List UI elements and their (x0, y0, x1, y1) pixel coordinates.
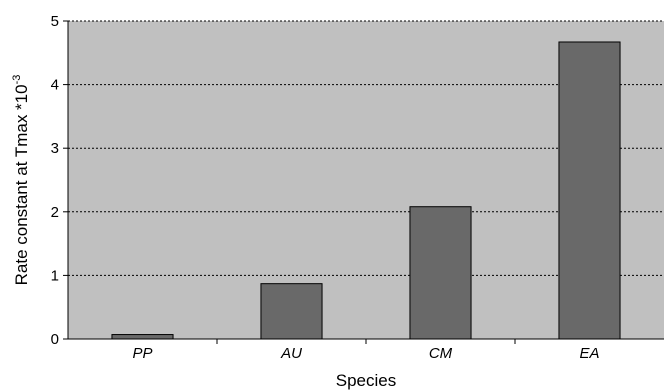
bar-au (260, 283, 323, 340)
y-axis-title: Rate constant at Tmax *10-3 (11, 75, 31, 286)
bar-ea (558, 41, 621, 340)
y-tick-label-5: 5 (51, 13, 59, 30)
x-tick-label-au: AU (280, 345, 302, 362)
x-tick-label-pp: PP (132, 345, 152, 362)
bars (111, 41, 621, 340)
x-tick-label-cm: CM (429, 345, 453, 362)
y-tick-label-4: 4 (51, 77, 59, 94)
bar-cm (409, 206, 472, 340)
y-tick-label-0: 0 (51, 331, 59, 348)
y-tick-label-1: 1 (51, 267, 59, 284)
y-axis-title-superscript: -3 (11, 75, 23, 85)
y-axis-title-main: Rate constant at Tmax *10 (12, 84, 31, 285)
y-tick-labels: 0 1 2 3 4 5 (51, 13, 68, 348)
bar-pp (111, 334, 174, 340)
x-axis-title: Species (336, 371, 396, 390)
y-tick-label-3: 3 (51, 140, 59, 157)
x-tick-label-ea: EA (579, 345, 599, 362)
x-tick-labels: PP AU CM EA (132, 339, 600, 362)
y-tick-label-2: 2 (51, 204, 59, 221)
